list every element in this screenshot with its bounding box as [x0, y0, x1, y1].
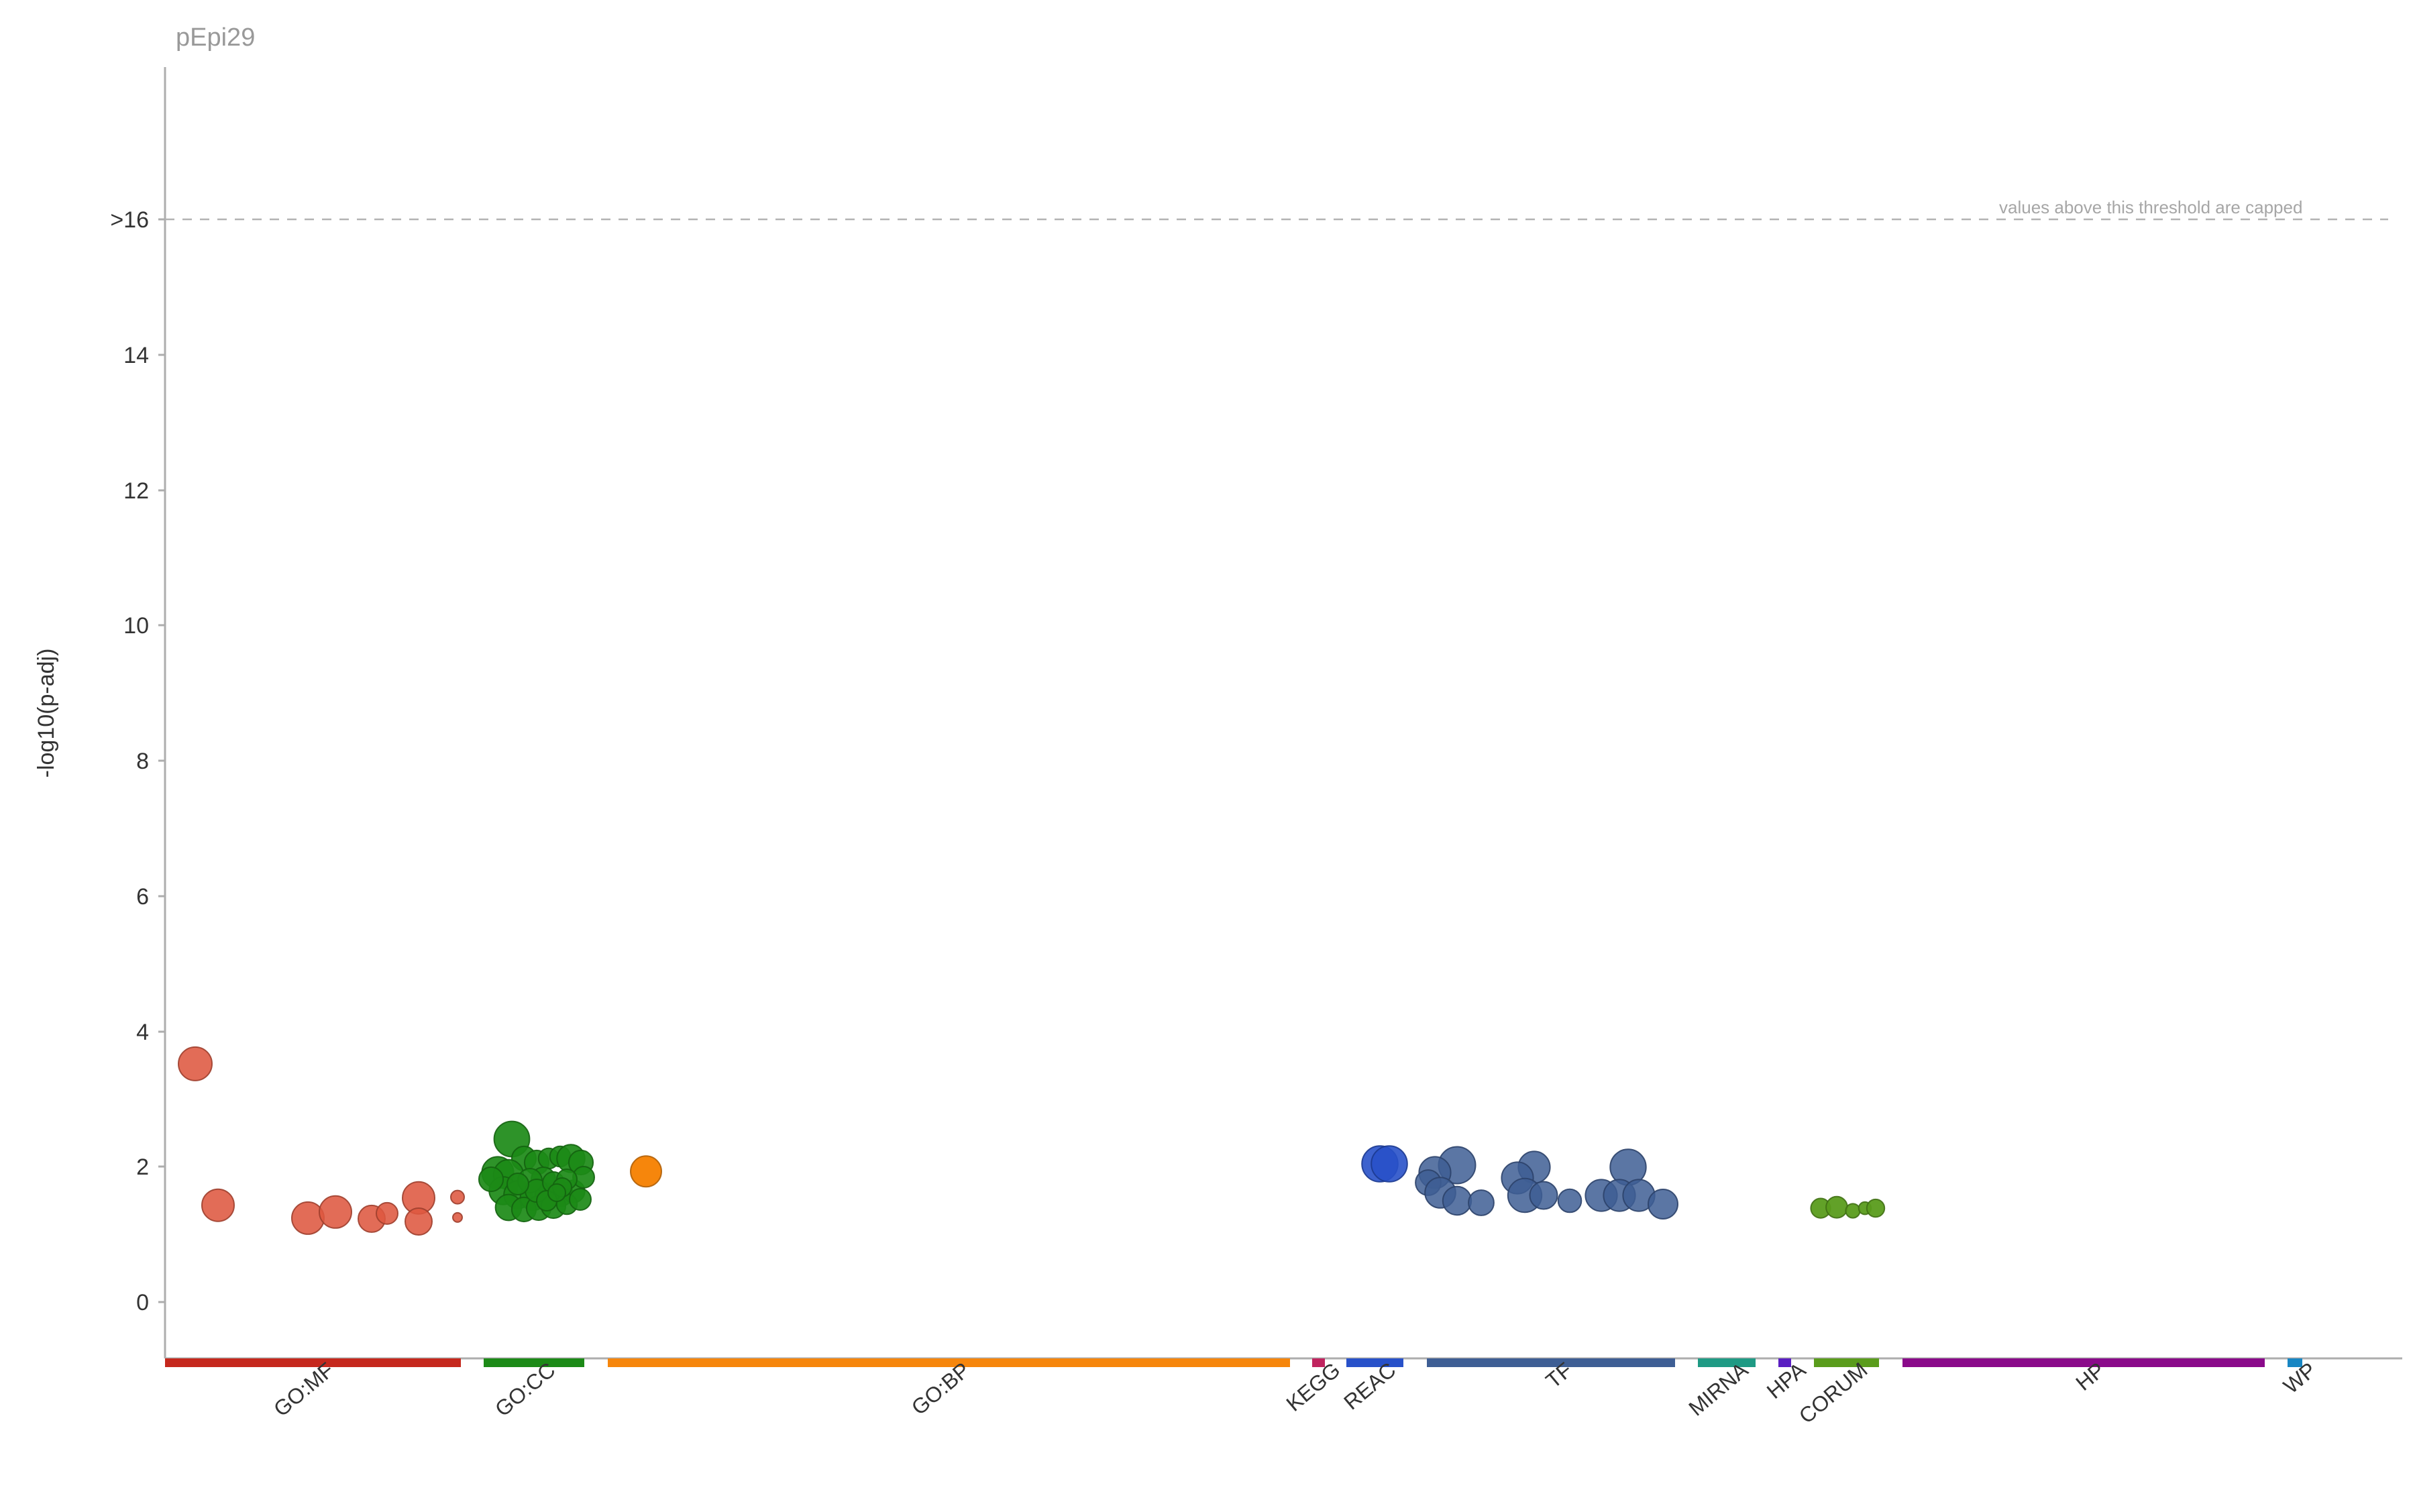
svg-text:12: 12 — [123, 478, 149, 504]
svg-text:6: 6 — [136, 884, 149, 910]
svg-text:0: 0 — [136, 1290, 149, 1315]
svg-text:10: 10 — [123, 613, 149, 639]
svg-text:14: 14 — [123, 343, 149, 368]
svg-text:-log10(p-adj): -log10(p-adj) — [34, 649, 59, 778]
svg-text:WP: WP — [2279, 1358, 2321, 1399]
svg-text:>16: >16 — [110, 207, 149, 233]
svg-text:pEpi29: pEpi29 — [176, 23, 255, 52]
svg-text:HPA: HPA — [1762, 1357, 1811, 1403]
svg-text:GO:CC: GO:CC — [490, 1358, 559, 1421]
svg-text:values above this threshold ar: values above this threshold are capped — [1999, 197, 2302, 217]
svg-text:8: 8 — [136, 749, 149, 774]
svg-text:GO:MF: GO:MF — [269, 1358, 338, 1421]
svg-text:CORUM: CORUM — [1794, 1358, 1872, 1428]
svg-text:2: 2 — [136, 1154, 149, 1180]
svg-text:4: 4 — [136, 1020, 149, 1045]
